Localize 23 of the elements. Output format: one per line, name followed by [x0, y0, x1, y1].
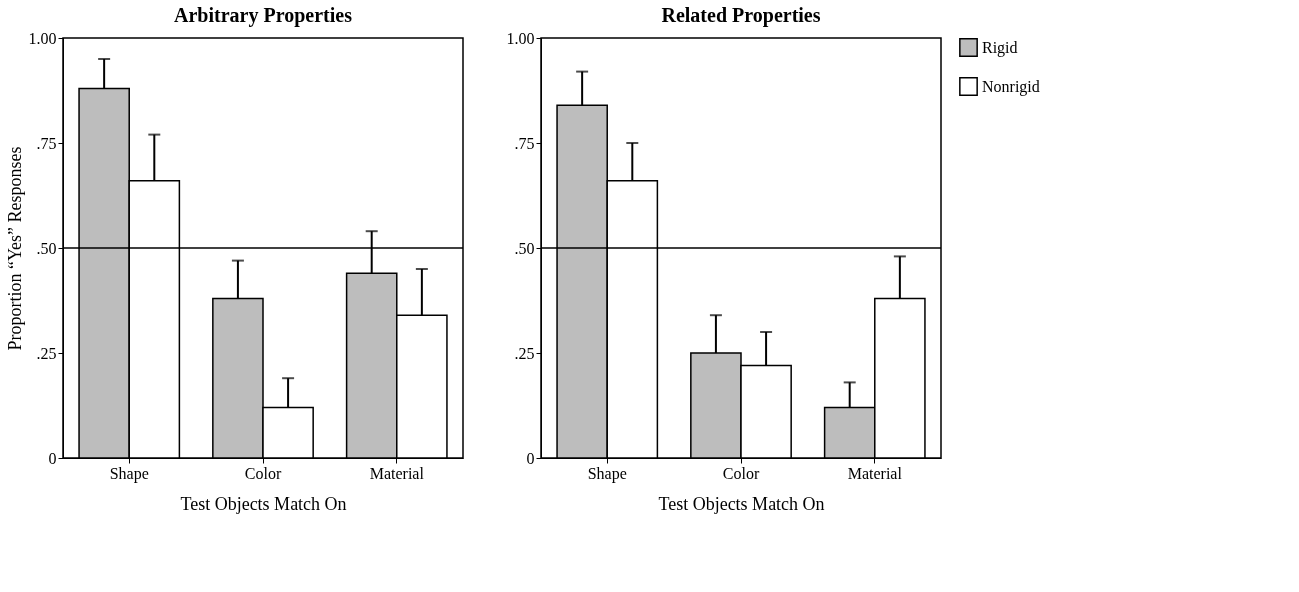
- y-axis-title: Proportion “Yes” Responses: [4, 146, 25, 351]
- chart-title: Related Properties: [661, 4, 821, 27]
- x-axis-title: Test Objects Match On: [180, 493, 347, 514]
- legend-label: Rigid: [982, 38, 1018, 57]
- chart-title: Arbitrary Properties: [174, 4, 353, 27]
- y-tick-label: .75: [36, 134, 57, 152]
- x-tick-label: Color: [244, 464, 282, 482]
- x-tick-label: Shape: [109, 464, 149, 483]
- y-tick-label: .50: [36, 239, 57, 257]
- x-axis-title: Test Objects Match On: [658, 493, 825, 514]
- y-tick-label: 1.00: [506, 29, 535, 47]
- y-tick-label: 0: [48, 449, 57, 467]
- y-tick-label: .25: [514, 344, 535, 362]
- y-tick-label: 1.00: [28, 29, 57, 47]
- y-tick-label: 0: [526, 449, 535, 467]
- x-tick-label: Color: [722, 464, 760, 482]
- x-tick-label: Material: [847, 464, 903, 482]
- y-tick-label: .25: [36, 344, 57, 362]
- legend-label: Nonrigid: [982, 77, 1040, 96]
- x-tick-label: Material: [369, 464, 425, 482]
- y-tick-label: .50: [514, 239, 535, 257]
- x-tick-label: Shape: [587, 464, 627, 483]
- y-tick-label: .75: [514, 134, 535, 152]
